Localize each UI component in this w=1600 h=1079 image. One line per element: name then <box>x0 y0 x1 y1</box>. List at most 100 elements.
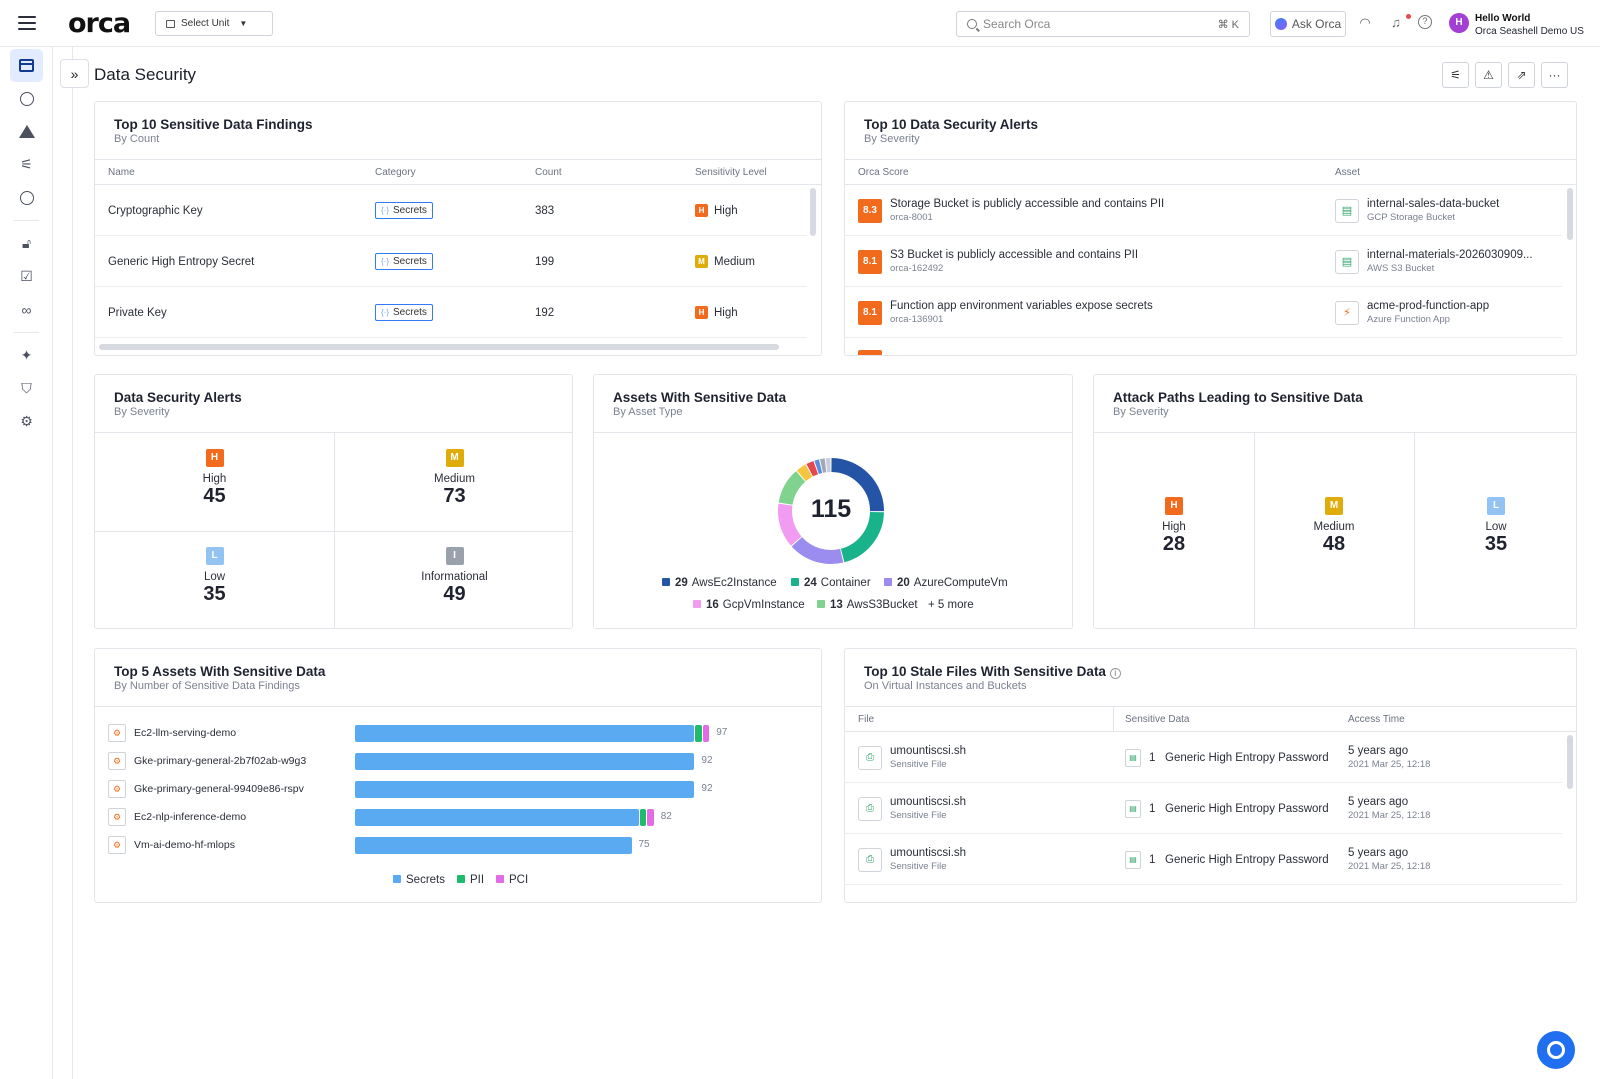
column-header[interactable]: Orca Score <box>858 167 909 178</box>
column-header[interactable]: Asset <box>1335 167 1361 178</box>
column-header[interactable]: Category <box>375 167 416 178</box>
file-name[interactable]: umountiscsi.sh <box>890 846 967 859</box>
table-row[interactable]: 8.1 Function app environment variables e… <box>845 287 1562 338</box>
scrollbar[interactable] <box>99 344 779 350</box>
bar-pci[interactable] <box>702 725 710 742</box>
file-name[interactable]: umountiscsi.sh <box>890 795 967 808</box>
alert-title[interactable]: Function app environment variables expos… <box>890 299 1153 312</box>
legend-more[interactable]: + 5 more <box>928 599 974 611</box>
bar-secrets[interactable] <box>355 725 695 742</box>
column-header[interactable]: Sensitive Data <box>1125 714 1190 725</box>
announcement-icon[interactable]: ◠ <box>1359 15 1371 30</box>
donut-slice-other-4[interactable] <box>820 458 827 473</box>
sidebar-item-integrations[interactable]: ∞ <box>10 293 43 326</box>
asset-label[interactable]: ⚙ Gke-primary-general-99409e86-rspv <box>108 780 304 798</box>
table-row[interactable]: 8.1 S3 Bucket is publicly accessible and… <box>845 236 1562 287</box>
donut-slice-awss3bucket[interactable] <box>778 471 806 506</box>
attack-path-medium[interactable]: M Medium 48 <box>1254 497 1414 556</box>
bar-secrets[interactable] <box>355 781 695 798</box>
donut-slice-gcpvminstance[interactable] <box>778 503 802 546</box>
column-header[interactable]: Access Time <box>1348 714 1405 725</box>
search-input[interactable]: Search Orca ⌘ K <box>956 11 1250 37</box>
sidebar-item-alerts[interactable] <box>10 115 43 148</box>
chat-assistant-button[interactable] <box>1537 1031 1575 1069</box>
asset-label[interactable]: ⚙ Vm-ai-demo-hf-mlops <box>108 836 235 854</box>
ask-orca-button[interactable]: Ask Orca <box>1270 11 1346 37</box>
legend-item[interactable]: Secrets <box>393 874 445 886</box>
legend-item[interactable]: 20 AzureComputeVm <box>884 577 1008 589</box>
asset-name[interactable]: internal-materials-2026030909... <box>1367 248 1533 261</box>
severity-cell-low[interactable]: L Low 35 <box>95 547 334 606</box>
hamburger-menu-icon[interactable] <box>16 14 38 32</box>
legend-item[interactable]: PII <box>457 874 484 886</box>
alert-title[interactable]: S3 Bucket is publicly accessible and con… <box>890 248 1139 261</box>
scrollbar[interactable] <box>1567 188 1573 240</box>
table-row[interactable]: ⎙ umountiscsi.sh Sensitive File ▤ 1 Generic… <box>845 732 1562 783</box>
donut-slice-other-3[interactable] <box>814 459 823 474</box>
alerts-button[interactable]: ⚠ <box>1475 62 1502 88</box>
legend-item[interactable]: 29 AwsEc2Instance <box>662 577 777 589</box>
attack-path-low[interactable]: L Low 35 <box>1414 497 1576 556</box>
bar-secrets[interactable] <box>355 837 632 854</box>
sidebar-item-dashboard[interactable] <box>10 49 43 82</box>
donut-slice-other-2[interactable] <box>806 461 819 477</box>
expand-panel-button[interactable]: » <box>60 59 89 88</box>
graph-view-button[interactable]: ⚟ <box>1442 62 1469 88</box>
table-row[interactable]: Generic High Entropy Secret {·} Secrets 1… <box>95 236 807 287</box>
asset-name[interactable]: internal-sales-data-bucket <box>1367 197 1500 210</box>
bar-secrets[interactable] <box>355 809 639 826</box>
legend-item[interactable]: 16 GcpVmInstance <box>693 599 805 611</box>
severity-cell-informational[interactable]: I Informational 49 <box>335 547 572 606</box>
unit-select[interactable]: Select Unit ▼ <box>155 11 273 36</box>
donut-slice-container[interactable] <box>840 511 884 563</box>
sidebar-item-attack-paths[interactable]: ⚟ <box>10 148 43 181</box>
info-icon[interactable]: i <box>1109 668 1121 679</box>
sidebar-item-explore[interactable] <box>10 181 43 214</box>
asset-name[interactable]: acme-prod-function-app <box>1367 299 1490 312</box>
alert-title[interactable]: Storage Bucket is publicly accessible an… <box>890 197 1165 210</box>
scrollbar[interactable] <box>810 188 816 236</box>
bar-secrets[interactable] <box>355 753 695 770</box>
share-button[interactable]: ⇗ <box>1508 62 1535 88</box>
sidebar-item-ai[interactable]: ✦ <box>10 339 43 372</box>
donut-slice-other-1[interactable] <box>796 464 813 482</box>
scrollbar[interactable] <box>1567 735 1573 789</box>
table-row[interactable]: ⎙ umountiscsi.sh Sensitive File ▤ 1 Generic… <box>845 834 1562 885</box>
sidebar-item-settings[interactable]: ⚙ <box>10 405 43 438</box>
bar-pci[interactable] <box>647 809 654 826</box>
column-header[interactable]: Sensitivity Level <box>695 167 767 178</box>
sidebar-item-compliance[interactable]: ☑ <box>10 260 43 293</box>
asset-label[interactable]: ⚙ Gke-primary-general-2b7f02ab-w9g3 <box>108 752 306 770</box>
attack-path-high[interactable]: H High 28 <box>1094 497 1254 556</box>
sidebar-item-discovery[interactable] <box>10 82 43 115</box>
column-header[interactable]: Name <box>108 167 135 178</box>
sidebar-item-security[interactable]: 🔓︎ <box>10 227 43 260</box>
bell-icon[interactable]: ♫ <box>1391 15 1401 30</box>
donut-chart[interactable] <box>775 455 887 567</box>
avatar[interactable]: H <box>1449 13 1469 33</box>
sidebar-item-shield[interactable]: ⛉ <box>10 372 43 405</box>
severity-cell-medium[interactable]: M Medium 73 <box>335 449 572 508</box>
table-row[interactable]: Private Key {·} Secrets 192 H High <box>95 287 807 338</box>
file-name[interactable]: umountiscsi.sh <box>890 744 967 757</box>
finding-name: Cryptographic Key <box>108 204 203 217</box>
severity-cell-high[interactable]: H High 45 <box>95 449 334 508</box>
donut-slice-azurecomputevm[interactable] <box>791 536 844 564</box>
bar-pii[interactable] <box>695 725 702 742</box>
table-row[interactable]: ⎙ umountiscsi.sh Sensitive File ▤ 1 Generic… <box>845 783 1562 834</box>
asset-label[interactable]: ⚙ Ec2-nlp-inference-demo <box>108 808 246 826</box>
column-header[interactable]: Count <box>535 167 562 178</box>
column-header[interactable]: File <box>858 714 875 725</box>
table-row[interactable]: 8.3 Storage Bucket is publicly accessibl… <box>845 185 1562 236</box>
orca-logo[interactable]: orca <box>68 8 131 39</box>
more-button[interactable]: ··· <box>1541 62 1568 88</box>
legend-item[interactable]: PCI <box>496 874 528 886</box>
bar-pii[interactable] <box>639 809 647 826</box>
asset-label[interactable]: ⚙ Ec2-llm-serving-demo <box>108 724 236 742</box>
table-row[interactable]: Cryptographic Key {·} Secrets 383 H High <box>95 185 807 236</box>
legend-item[interactable]: 13 AwsS3Bucket <box>817 599 918 611</box>
donut-slice-awsec2instance[interactable] <box>831 458 885 512</box>
legend-item[interactable]: 24 Container <box>791 577 871 589</box>
user-menu[interactable]: Hello World Orca Seashell Demo US <box>1475 12 1600 38</box>
help-icon[interactable]: ? <box>1418 15 1432 29</box>
